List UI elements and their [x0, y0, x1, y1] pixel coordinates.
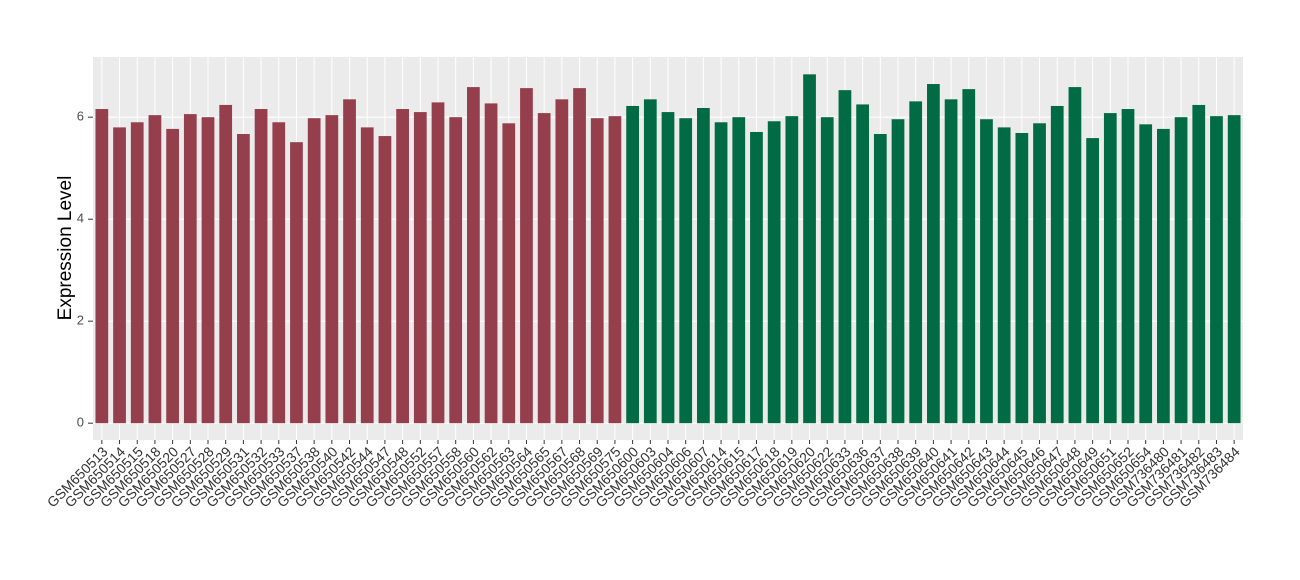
bar: [272, 122, 286, 424]
bar: [697, 107, 710, 424]
bar: [714, 122, 728, 424]
y-axis-title: Expression Level: [55, 176, 76, 321]
bar: [643, 99, 657, 424]
y-tick-label: 4: [77, 211, 84, 226]
bar: [785, 116, 799, 424]
bar: [1227, 115, 1241, 424]
bar: [431, 102, 445, 424]
y-tick-label: 0: [77, 415, 84, 430]
bar: [555, 99, 569, 424]
bar: [661, 112, 675, 424]
bar: [679, 118, 693, 424]
bar: [732, 117, 746, 424]
bar: [396, 109, 409, 424]
bar: [95, 109, 109, 424]
bar: [909, 101, 923, 424]
bar: [1103, 113, 1117, 424]
bar: [413, 112, 427, 424]
bar: [891, 119, 905, 424]
bar: [201, 117, 215, 424]
bar: [1192, 104, 1206, 424]
bar: [1210, 116, 1223, 424]
bar: [1174, 117, 1188, 424]
bar: [449, 117, 463, 424]
bar: [856, 104, 869, 424]
bar: [343, 99, 356, 424]
bar: [148, 115, 162, 424]
bar: [130, 122, 144, 424]
bar: [573, 88, 586, 424]
bar: [962, 89, 976, 424]
bar: [767, 121, 781, 424]
bar: [307, 118, 321, 424]
bar: [944, 99, 958, 424]
bar: [467, 87, 480, 424]
bar: [325, 115, 339, 424]
bar: [484, 103, 498, 424]
bar: [1157, 128, 1170, 424]
bar: [360, 127, 374, 424]
bar: [502, 123, 516, 424]
bar: [537, 113, 551, 424]
bar: [873, 134, 887, 424]
bar: [1121, 109, 1135, 424]
bar: [980, 119, 993, 424]
bar: [254, 109, 268, 424]
bar: [1068, 87, 1082, 424]
bar: [838, 90, 852, 424]
bar: [820, 117, 834, 424]
bar: [290, 142, 303, 424]
bar: [1015, 132, 1029, 424]
bar: [1139, 124, 1153, 424]
bar: [1033, 123, 1046, 424]
bar: [166, 128, 179, 424]
bar: [378, 136, 392, 424]
bar: [803, 74, 816, 424]
bar: [219, 104, 233, 424]
bar: [520, 88, 533, 424]
bar: [237, 134, 250, 424]
bar: [626, 105, 639, 424]
bar: [1086, 138, 1099, 424]
bar: [608, 116, 622, 424]
bar: [183, 114, 197, 424]
bar: [750, 131, 763, 424]
bar: [927, 84, 940, 424]
bar: [1050, 105, 1064, 424]
bar: [590, 118, 604, 424]
y-tick-label: 2: [77, 313, 84, 328]
bar: [113, 127, 126, 424]
bar: [997, 127, 1011, 424]
y-tick-label: 6: [77, 109, 84, 124]
